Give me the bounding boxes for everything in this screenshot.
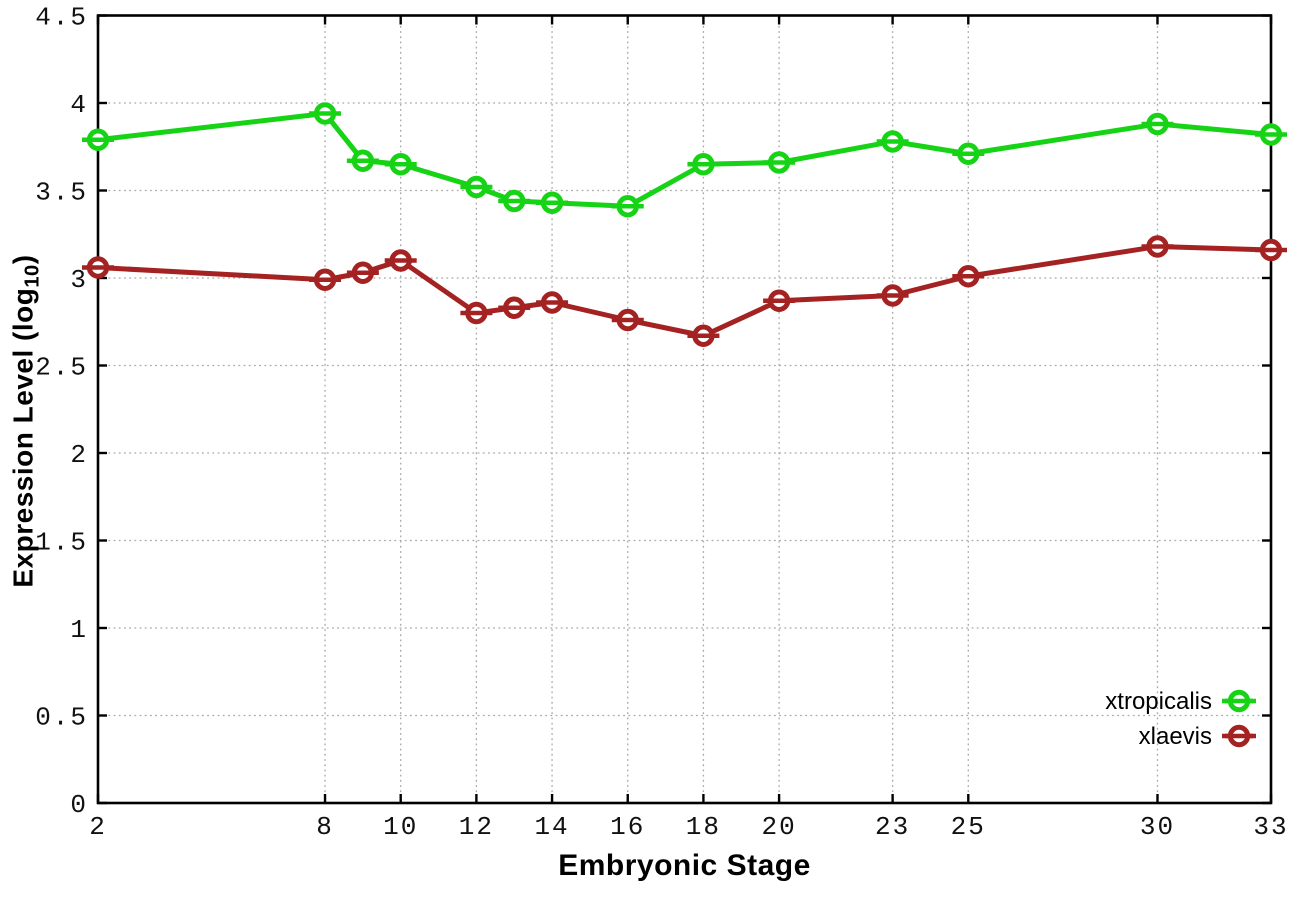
y-axis-label-close: ) xyxy=(7,254,39,265)
data-point-xtropicalis xyxy=(881,130,904,153)
data-point-xlaevis xyxy=(1259,238,1283,262)
data-point-xtropicalis xyxy=(313,102,337,125)
x-axis-label: Embryonic Stage xyxy=(558,849,811,882)
y-tick-label: 2.5 xyxy=(35,353,88,383)
y-tick-label: 1.5 xyxy=(35,528,88,558)
data-point-xlaevis xyxy=(1146,235,1169,258)
data-point-xlaevis xyxy=(957,265,980,288)
x-tick-label: 10 xyxy=(383,812,418,842)
data-point-xtropicalis xyxy=(351,149,375,172)
legend-label-xlaevis: xlaevis xyxy=(1139,723,1212,750)
data-point-xtropicalis xyxy=(465,175,488,199)
data-point-xlaevis xyxy=(313,268,337,291)
data-point-xtropicalis xyxy=(692,153,715,176)
data-point-xtropicalis xyxy=(540,191,564,214)
x-tick-label: 23 xyxy=(875,812,910,842)
series-line-xtropicalis xyxy=(95,111,1274,209)
y-tick-label: 1 xyxy=(70,615,88,645)
legend-marker-xlaevis xyxy=(1227,724,1251,748)
x-tick-label: 20 xyxy=(761,812,796,842)
data-point-xlaevis xyxy=(465,301,488,325)
data-point-xtropicalis xyxy=(957,142,980,165)
data-point-xlaevis xyxy=(540,291,564,314)
data-point-xlaevis xyxy=(767,289,791,312)
y-tick-label: 4.5 xyxy=(35,3,88,33)
x-tick-label: 8 xyxy=(316,812,334,842)
y-tick-label: 3 xyxy=(70,265,88,295)
data-point-xlaevis xyxy=(351,261,375,284)
x-tick-label: 16 xyxy=(610,812,645,842)
x-tick-label: 2 xyxy=(89,812,107,842)
x-tick-label: 14 xyxy=(534,812,569,842)
y-axis-label-subscript: 10 xyxy=(21,264,44,288)
y-tick-label: 4 xyxy=(70,90,88,120)
y-tick-label: 0.5 xyxy=(35,703,88,733)
data-point-xlaevis xyxy=(692,324,715,347)
y-tick-label: 3.5 xyxy=(35,178,88,208)
legend-label-xtropicalis: xtropicalis xyxy=(1105,688,1212,715)
y-tick-label: 2 xyxy=(70,440,88,470)
data-point-xtropicalis xyxy=(767,151,791,174)
data-point-xlaevis xyxy=(389,249,412,272)
series-line-xlaevis xyxy=(95,244,1274,339)
plot-border xyxy=(96,14,1273,805)
x-tick-label: 18 xyxy=(686,812,721,842)
data-point-xlaevis xyxy=(616,308,639,332)
data-point-xtropicalis xyxy=(1259,123,1283,146)
x-tick-label: 12 xyxy=(459,812,494,842)
y-axis-label: Expression Level (log10) xyxy=(8,254,45,587)
data-point-xtropicalis xyxy=(389,153,412,176)
data-point-xlaevis xyxy=(503,296,526,319)
y-axis-label-main: Expression Level (log xyxy=(7,287,39,588)
data-point-xtropicalis xyxy=(86,128,110,151)
x-tick-label: 33 xyxy=(1253,812,1288,842)
data-point-xtropicalis xyxy=(616,195,639,218)
x-tick-label: 25 xyxy=(951,812,986,842)
data-point-xtropicalis xyxy=(1146,112,1169,136)
data-point-xlaevis xyxy=(881,284,904,307)
y-tick-label: 0 xyxy=(70,790,88,820)
legend-marker-xtropicalis xyxy=(1227,689,1251,713)
data-point-xlaevis xyxy=(86,256,110,279)
x-tick-label: 30 xyxy=(1140,812,1175,842)
data-point-xtropicalis xyxy=(503,189,526,213)
